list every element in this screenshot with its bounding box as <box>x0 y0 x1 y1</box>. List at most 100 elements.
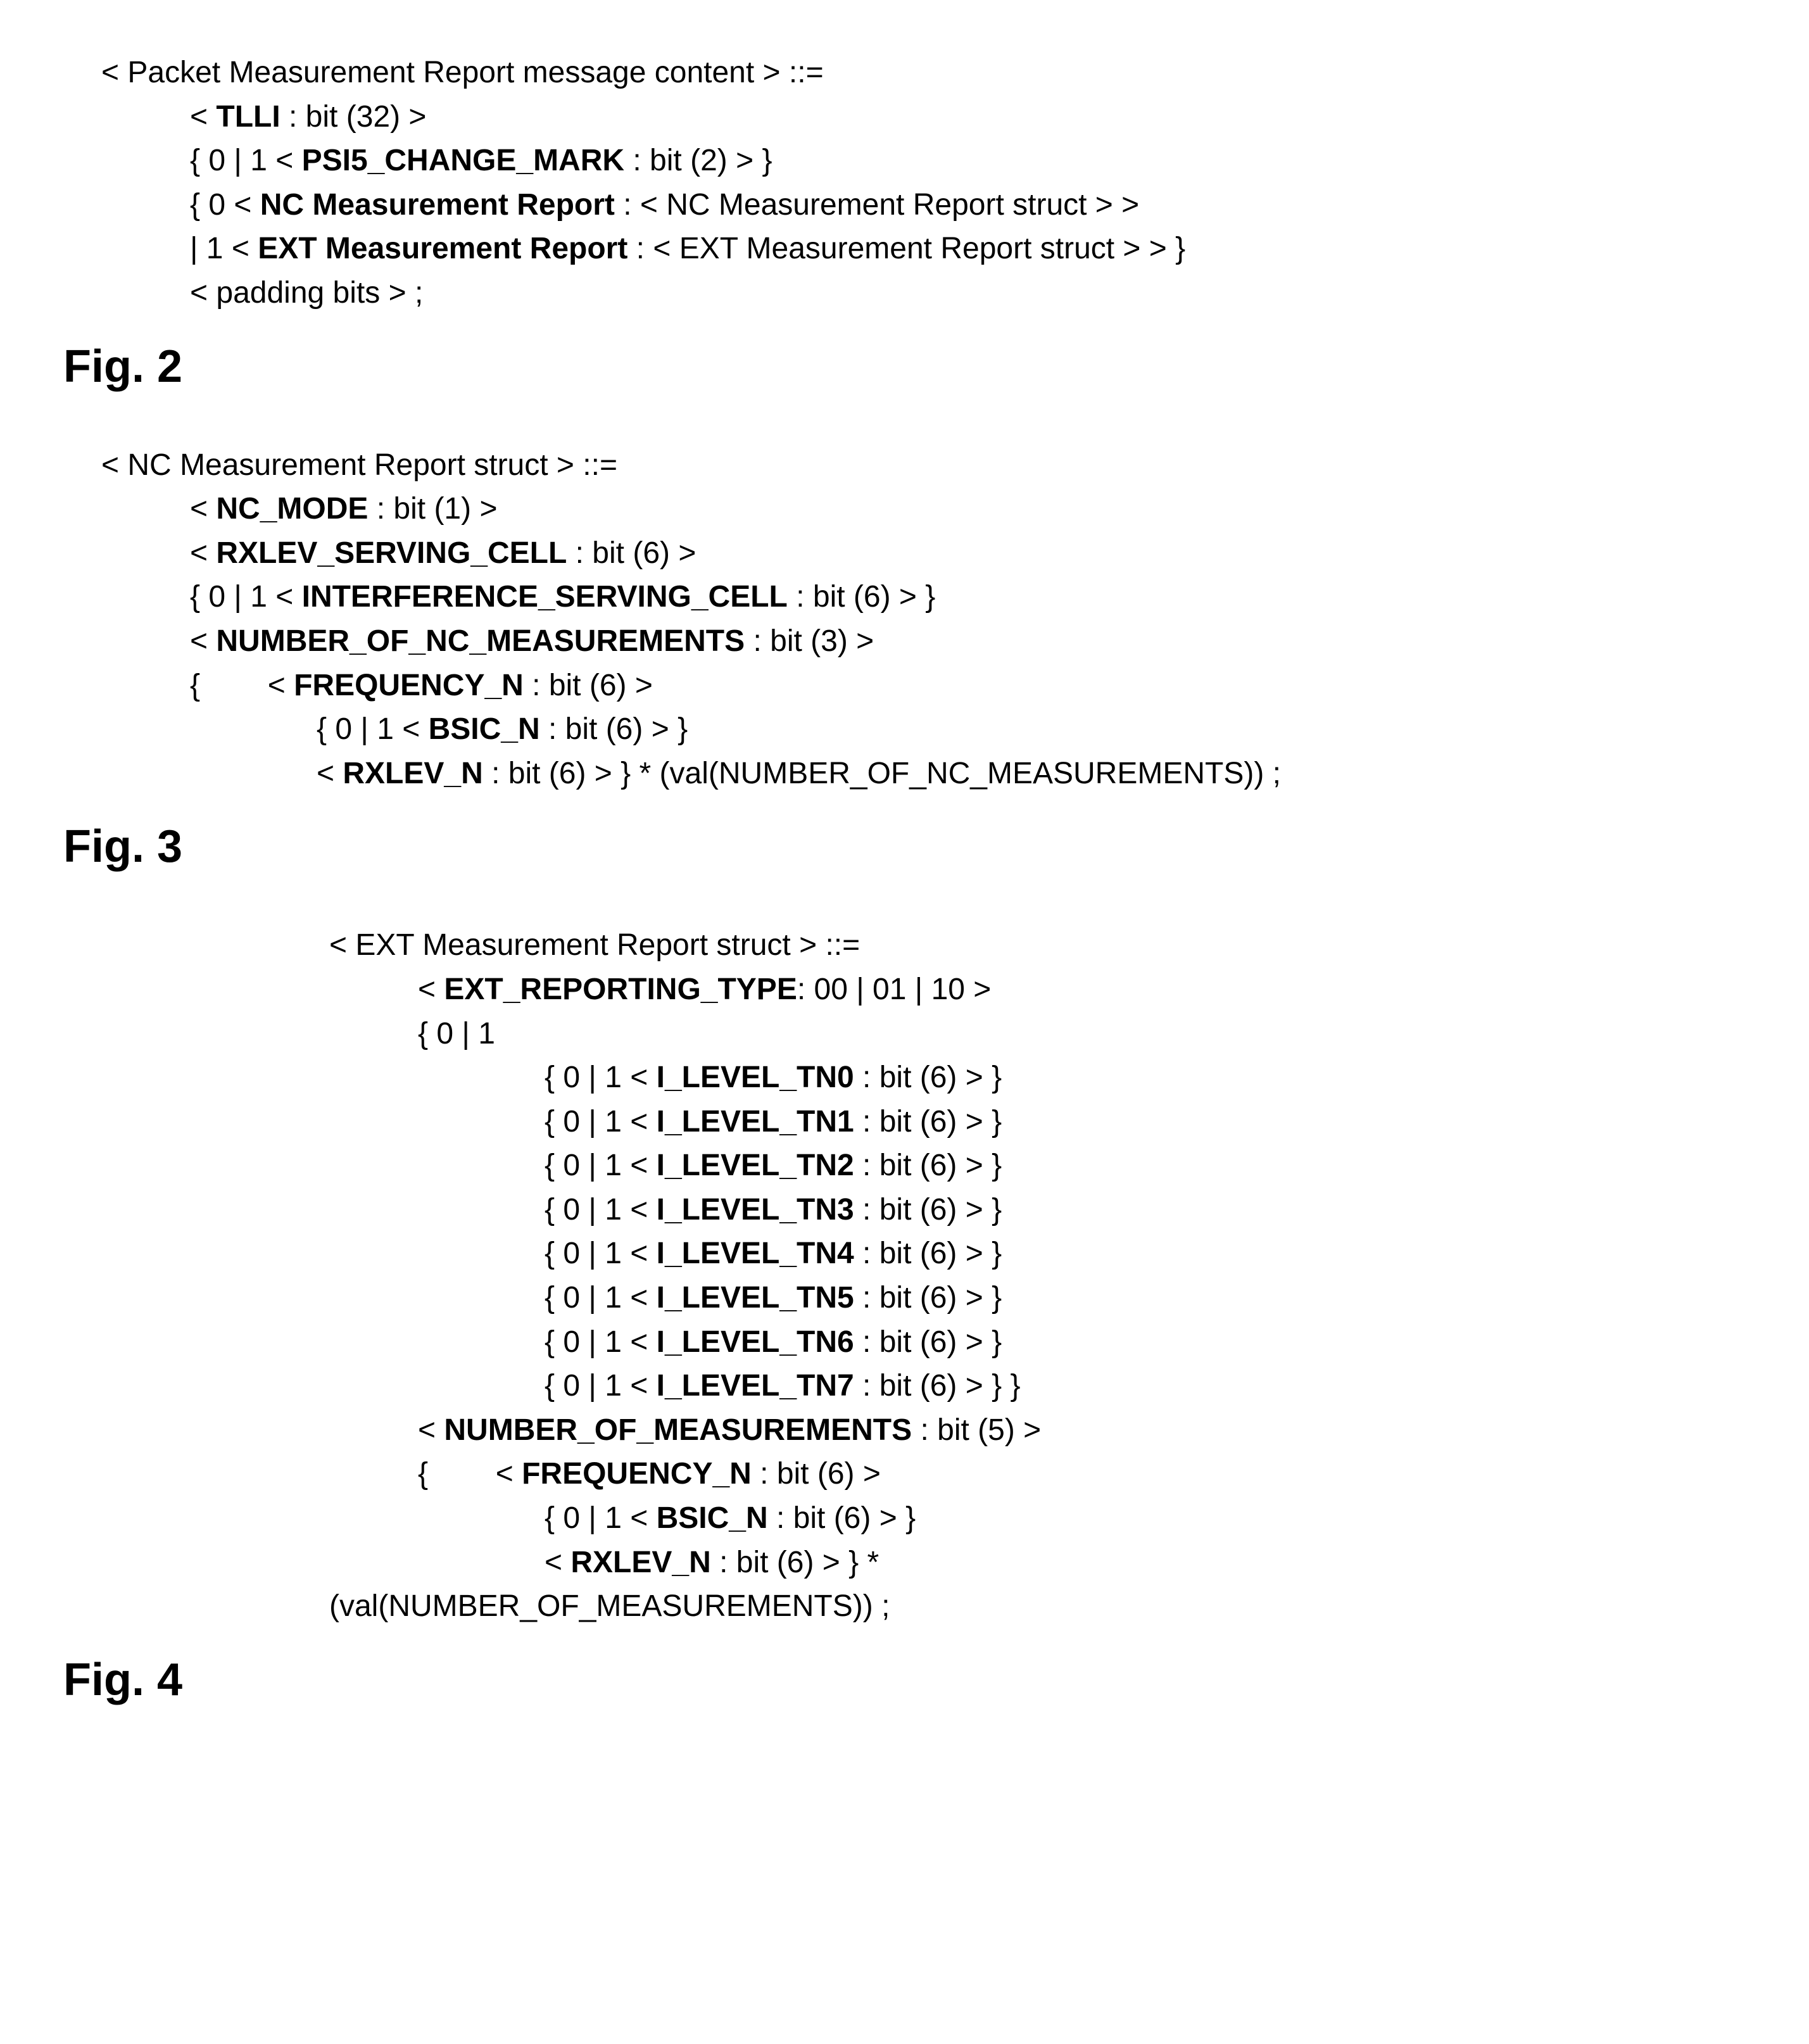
code-text: { 0 | 1 <box>418 1017 495 1050</box>
fig4-line: { 0 | 1 < I_LEVEL_TN7 : bit (6) > } } <box>63 1364 1746 1408</box>
fig3-line: < RXLEV_SERVING_CELL : bit (6) > <box>63 531 1746 576</box>
code-text: : bit (6) > } * <box>711 1546 879 1579</box>
keyword-text: PSI5_CHANGE_MARK <box>302 144 624 177</box>
fig4-line: { 0 | 1 < I_LEVEL_TN3 : bit (6) > } <box>63 1188 1746 1232</box>
keyword-text: I_LEVEL_TN3 <box>657 1193 854 1227</box>
keyword-text: NC Measurement Report <box>260 188 615 222</box>
fig4-line: { 0 | 1 < I_LEVEL_TN5 : bit (6) > } <box>63 1276 1746 1320</box>
keyword-text: NC_MODE <box>216 492 368 526</box>
fig2-line: { 0 < NC Measurement Report : < NC Measu… <box>63 183 1746 227</box>
code-text: < <box>190 492 216 526</box>
code-text: { 0 | 1 < <box>545 1325 657 1359</box>
code-text: : bit (32) > <box>280 100 427 134</box>
fig4-code-block: < EXT Measurement Report struct > ::=< E… <box>63 923 1746 1629</box>
code-text: { 0 | 1 < <box>545 1237 657 1270</box>
code-text: < <box>190 100 216 134</box>
code-text: : bit (6) > } <box>854 1105 1002 1139</box>
code-text: : bit (6) > } <box>854 1193 1002 1227</box>
keyword-text: INTERFERENCE_SERVING_CELL <box>302 580 788 614</box>
keyword-text: EXT Measurement Report <box>258 232 627 265</box>
fig2-line: { 0 | 1 < PSI5_CHANGE_MARK : bit (2) > } <box>63 139 1746 183</box>
fig3-line: < NUMBER_OF_NC_MEASUREMENTS : bit (3) > <box>63 619 1746 664</box>
code-text: < NC Measurement Report struct > ::= <box>101 448 617 482</box>
code-text: : bit (6) > } <box>788 580 935 614</box>
fig3-line: { < FREQUENCY_N : bit (6) > <box>63 664 1746 708</box>
keyword-text: FREQUENCY_N <box>522 1457 752 1491</box>
code-text: (val(NUMBER_OF_MEASUREMENTS)) ; <box>329 1589 890 1623</box>
keyword-text: TLLI <box>216 100 280 134</box>
fig4-line: { 0 | 1 < BSIC_N : bit (6) > } <box>63 1496 1746 1541</box>
fig3-section: < NC Measurement Report struct > ::=< NC… <box>63 443 1746 873</box>
keyword-text: RXLEV_N <box>570 1546 710 1579</box>
fig3-line: { 0 | 1 < INTERFERENCE_SERVING_CELL : bi… <box>63 575 1746 619</box>
keyword-text: I_LEVEL_TN7 <box>657 1369 854 1403</box>
code-text: { 0 | 1 < <box>545 1369 657 1403</box>
fig2-line: < TLLI : bit (32) > <box>63 95 1746 139</box>
fig4-line: < NUMBER_OF_MEASUREMENTS : bit (5) > <box>63 1408 1746 1453</box>
fig4-section: < EXT Measurement Report struct > ::=< E… <box>63 923 1746 1706</box>
code-text: : < EXT Measurement Report struct > > } <box>627 232 1185 265</box>
code-text: { < <box>418 1457 522 1491</box>
fig4-line: (val(NUMBER_OF_MEASUREMENTS)) ; <box>63 1584 1746 1629</box>
code-text: : bit (6) > } <box>854 1149 1002 1182</box>
code-text: : bit (6) > } <box>854 1281 1002 1315</box>
fig3-line: < RXLEV_N : bit (6) > } * (val(NUMBER_OF… <box>63 752 1746 796</box>
fig4-line: < EXT_REPORTING_TYPE: 00 | 01 | 10 > <box>63 968 1746 1012</box>
fig4-line: < EXT Measurement Report struct > ::= <box>63 923 1746 968</box>
code-text: : bit (1) > <box>368 492 497 526</box>
keyword-text: BSIC_N <box>429 712 540 746</box>
fig3-label: Fig. 3 <box>63 821 1746 873</box>
fig3-line: < NC Measurement Report struct > ::= <box>63 443 1746 488</box>
fig4-line: { 0 | 1 < I_LEVEL_TN6 : bit (6) > } <box>63 1320 1746 1365</box>
code-text: { 0 < <box>190 188 260 222</box>
code-text: : bit (6) > } <box>540 712 688 746</box>
code-text: < <box>545 1546 570 1579</box>
code-text: : bit (6) > <box>524 669 653 702</box>
keyword-text: I_LEVEL_TN5 <box>657 1281 854 1315</box>
fig4-line: { 0 | 1 < I_LEVEL_TN0 : bit (6) > } <box>63 1056 1746 1100</box>
keyword-text: NUMBER_OF_NC_MEASUREMENTS <box>216 624 745 658</box>
code-text: { 0 | 1 < <box>545 1149 657 1182</box>
code-text: < Packet Measurement Report message cont… <box>101 56 824 89</box>
keyword-text: RXLEV_N <box>343 757 482 790</box>
fig4-line: < RXLEV_N : bit (6) > } * <box>63 1541 1746 1585</box>
code-text: : bit (6) > } <box>854 1061 1002 1094</box>
fig3-line: { 0 | 1 < BSIC_N : bit (6) > } <box>63 707 1746 752</box>
code-text: : bit (6) > } <box>768 1501 916 1535</box>
code-text: { 0 | 1 < <box>545 1281 657 1315</box>
code-text: : bit (6) > } <box>854 1325 1002 1359</box>
keyword-text: FREQUENCY_N <box>294 669 524 702</box>
code-text: < <box>418 973 444 1006</box>
code-text: : bit (2) > } <box>624 144 772 177</box>
keyword-text: I_LEVEL_TN6 <box>657 1325 854 1359</box>
keyword-text: I_LEVEL_TN4 <box>657 1237 854 1270</box>
code-text: : 00 | 01 | 10 > <box>797 973 992 1006</box>
code-text: : bit (3) > <box>745 624 874 658</box>
code-text: { < <box>190 669 294 702</box>
keyword-text: BSIC_N <box>657 1501 768 1535</box>
keyword-text: I_LEVEL_TN0 <box>657 1061 854 1094</box>
fig2-line: < Packet Measurement Report message cont… <box>63 51 1746 95</box>
code-text: < <box>190 536 216 570</box>
code-text: < padding bits > ; <box>190 276 423 310</box>
code-text: { 0 | 1 < <box>190 580 302 614</box>
code-text: < <box>190 624 216 658</box>
fig4-line: { 0 | 1 <box>63 1012 1746 1056</box>
code-text: < EXT Measurement Report struct > ::= <box>329 928 860 962</box>
fig2-code-block: < Packet Measurement Report message cont… <box>63 51 1746 315</box>
fig4-label: Fig. 4 <box>63 1654 1746 1706</box>
code-text: : bit (6) > <box>567 536 696 570</box>
code-text: { 0 | 1 < <box>545 1193 657 1227</box>
keyword-text: I_LEVEL_TN1 <box>657 1105 854 1139</box>
keyword-text: RXLEV_SERVING_CELL <box>216 536 567 570</box>
code-text: | 1 < <box>190 232 258 265</box>
keyword-text: EXT_REPORTING_TYPE <box>444 973 797 1006</box>
code-text: : bit (6) > } <box>854 1237 1002 1270</box>
code-text: : bit (6) > <box>752 1457 881 1491</box>
fig2-line: < padding bits > ; <box>63 271 1746 315</box>
code-text: : < NC Measurement Report struct > > <box>615 188 1139 222</box>
code-text: { 0 | 1 < <box>190 144 302 177</box>
fig3-code-block: < NC Measurement Report struct > ::=< NC… <box>63 443 1746 796</box>
keyword-text: NUMBER_OF_MEASUREMENTS <box>444 1413 912 1447</box>
fig2-label: Fig. 2 <box>63 341 1746 393</box>
